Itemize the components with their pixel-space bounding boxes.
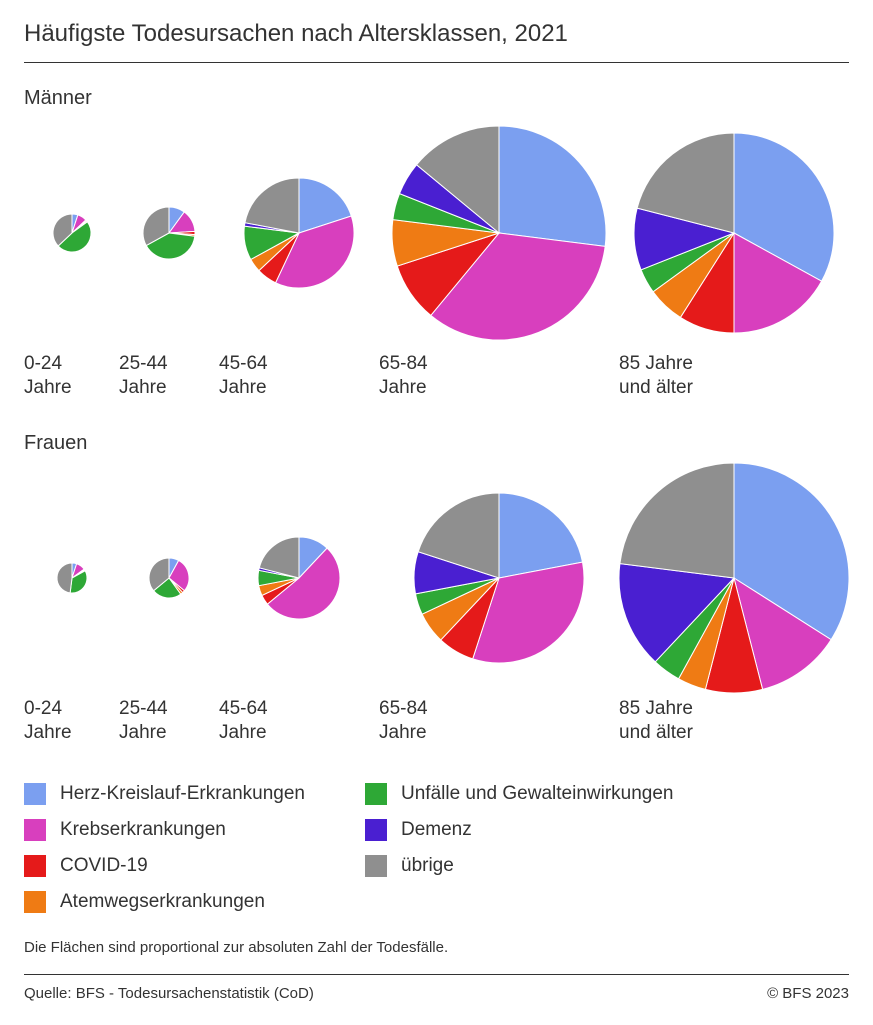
pie-wrap xyxy=(147,463,191,693)
age-label: 45-64Jahre xyxy=(219,352,379,400)
legend-item-demenz: Demenz xyxy=(365,819,674,841)
age-label: 0-24Jahre xyxy=(24,352,119,400)
legend-label-krebs: Krebserkrankungen xyxy=(60,819,226,841)
legend-swatch-herz xyxy=(24,783,46,805)
legend-swatch-atem xyxy=(24,891,46,913)
pie-chart xyxy=(412,491,586,665)
age-label: 0-24Jahre xyxy=(24,697,119,745)
pie-col-women-a0: 0-24Jahre xyxy=(24,463,119,745)
pie-slice-uebrig xyxy=(620,463,734,578)
legend-swatch-uebrig xyxy=(365,855,387,877)
source-text: Quelle: BFS - Todesursachenstatistik (Co… xyxy=(24,985,314,1002)
pie-col-women-a45: 45-64Jahre xyxy=(219,463,379,745)
legend-label-demenz: Demenz xyxy=(401,819,472,841)
footer: Quelle: BFS - Todesursachenstatistik (Co… xyxy=(24,985,849,1002)
pie-chart xyxy=(147,556,191,600)
pie-slice-herz xyxy=(499,126,606,246)
legend-swatch-krebs xyxy=(24,819,46,841)
legend-item-atem: Atemwegserkrankungen xyxy=(24,891,305,913)
legend-swatch-demenz xyxy=(365,819,387,841)
age-label: 85 Jahreund älter xyxy=(619,697,849,745)
pie-chart xyxy=(617,461,851,695)
legend-label-atem: Atemwegserkrankungen xyxy=(60,891,265,913)
pie-wrap xyxy=(412,463,586,693)
pie-chart xyxy=(390,124,608,342)
footnote: Die Flächen sind proportional zur absolu… xyxy=(24,939,849,975)
pie-col-women-a65: 65-84Jahre xyxy=(379,463,619,745)
legend-swatch-unfall xyxy=(365,783,387,805)
pie-col-men-a0: 0-24Jahre xyxy=(24,118,119,400)
pie-wrap xyxy=(242,118,356,348)
age-label: 45-64Jahre xyxy=(219,697,379,745)
pie-col-women-a85: 85 Jahreund älter xyxy=(619,463,849,745)
pie-chart xyxy=(632,131,836,335)
pie-wrap xyxy=(51,118,93,348)
pie-col-men-a45: 45-64Jahre xyxy=(219,118,379,400)
pie-col-men-a65: 65-84Jahre xyxy=(379,118,619,400)
copyright-text: © BFS 2023 xyxy=(767,985,849,1002)
pie-wrap xyxy=(256,463,342,693)
pie-chart xyxy=(51,212,93,254)
legend-label-uebrig: übrige xyxy=(401,855,454,877)
pie-chart xyxy=(256,535,342,621)
pie-slice-uebrig xyxy=(57,563,72,593)
chart-title: Häufigste Todesursachen nach Altersklass… xyxy=(24,20,849,63)
legend-item-covid: COVID-19 xyxy=(24,855,305,877)
chart-row-women: 0-24Jahre 25-44Jahre 45-64Jahre 65-84Jah… xyxy=(24,463,849,753)
pie-wrap xyxy=(390,118,608,348)
legend: Herz-Kreislauf-Erkrankungen Krebserkrank… xyxy=(24,783,849,913)
pie-col-men-a25: 25-44Jahre xyxy=(119,118,219,400)
pie-wrap xyxy=(55,463,89,693)
pie-wrap xyxy=(617,463,851,693)
legend-item-herz: Herz-Kreislauf-Erkrankungen xyxy=(24,783,305,805)
group-label-women: Frauen xyxy=(24,432,849,455)
pie-col-women-a25: 25-44Jahre xyxy=(119,463,219,745)
legend-label-covid: COVID-19 xyxy=(60,855,148,877)
chart-row-men: 0-24Jahre 25-44Jahre 45-64Jahre 65-84Jah… xyxy=(24,118,849,408)
pie-chart xyxy=(141,205,197,261)
age-label: 85 Jahreund älter xyxy=(619,352,849,400)
age-label: 65-84Jahre xyxy=(379,352,619,400)
legend-item-unfall: Unfälle und Gewalteinwirkungen xyxy=(365,783,674,805)
age-label: 65-84Jahre xyxy=(379,697,619,745)
pie-wrap xyxy=(141,118,197,348)
pie-chart xyxy=(242,176,356,290)
legend-label-unfall: Unfälle und Gewalteinwirkungen xyxy=(401,783,674,805)
pie-col-men-a85: 85 Jahreund älter xyxy=(619,118,849,400)
legend-swatch-covid xyxy=(24,855,46,877)
legend-item-krebs: Krebserkrankungen xyxy=(24,819,305,841)
pie-chart xyxy=(55,561,89,595)
group-label-men: Männer xyxy=(24,87,849,110)
legend-label-herz: Herz-Kreislauf-Erkrankungen xyxy=(60,783,305,805)
age-label: 25-44Jahre xyxy=(119,352,219,400)
legend-item-uebrig: übrige xyxy=(365,855,674,877)
age-label: 25-44Jahre xyxy=(119,697,219,745)
pie-wrap xyxy=(632,118,836,348)
